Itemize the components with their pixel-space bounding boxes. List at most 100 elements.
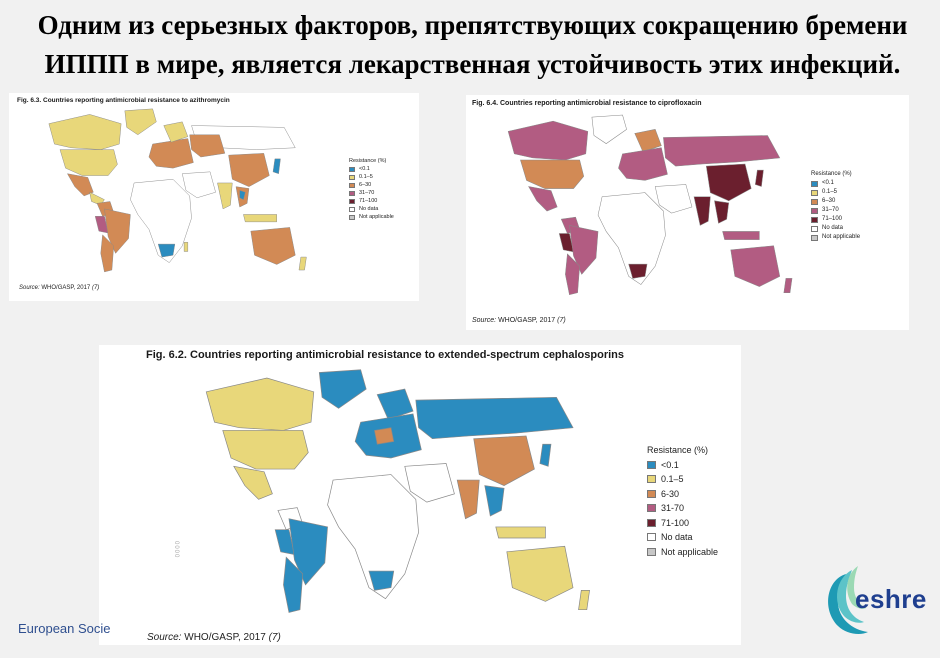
world-map [507, 114, 793, 296]
map-no-data-regions [130, 125, 296, 263]
region-russia [415, 396, 574, 440]
legend-item: 31–70 [349, 189, 394, 197]
world-map [48, 108, 307, 273]
legend-item: 71–100 [349, 197, 394, 205]
source-label: Source: [19, 285, 40, 291]
legend-item: 6–30 [811, 197, 860, 206]
region-europe [618, 147, 668, 181]
legend-item: 71–100 [811, 215, 860, 224]
legend-label: Not applicable [822, 234, 861, 240]
legend-swatch [811, 234, 818, 241]
region-usa [59, 149, 118, 176]
legend-label: 6–30 [359, 182, 372, 188]
legend-label: 0.1–5 [359, 174, 373, 180]
region-scandinavia [163, 121, 189, 143]
legend-item: Not applicable [349, 213, 394, 221]
region-thailand [239, 190, 246, 200]
region-brazil [288, 518, 328, 586]
legend-label: <0.1 [661, 459, 679, 470]
legend-title: Resistance (%) [647, 445, 709, 455]
legend-item: No data [811, 224, 860, 233]
figure-source: Source: WHO/GASP, 2017 (7) [472, 317, 566, 324]
legend-title: Resistance (%) [811, 171, 852, 177]
legend-item: 31–70 [811, 206, 860, 215]
region-south-africa [157, 243, 176, 258]
legend: Resistance (%) <0.1 0.1–5 6–30 31–70 71–… [349, 157, 394, 221]
map-colored-regions [205, 369, 590, 613]
region-russia [663, 135, 781, 167]
legend-swatch [647, 518, 656, 527]
legend-swatch [349, 214, 355, 220]
legend-item: <0.1 [811, 179, 860, 188]
region-india [693, 196, 711, 226]
legend-item: <0.1 [349, 165, 394, 173]
eshre-logo-icon [828, 566, 868, 634]
region-usa [222, 430, 309, 470]
legend-item: 31-70 [647, 501, 718, 516]
region-africa [327, 474, 419, 600]
legend-label: 0.1–5 [661, 474, 684, 484]
legend-label: 71–100 [359, 198, 378, 204]
legend-swatch [349, 206, 355, 212]
legend-item: 6-30 [647, 487, 718, 502]
headline-line-1: Одним из серьезных факторов, препятствую… [37, 10, 908, 40]
legend-label: No data [359, 206, 379, 212]
legend-item: 0.1–5 [647, 472, 718, 487]
region-china [473, 435, 535, 486]
region-china [228, 153, 270, 187]
figure-title: Fig. 6.3. Countries reporting antimicrob… [17, 97, 230, 104]
legend-label: 71-100 [661, 517, 690, 528]
legend-swatch [349, 166, 355, 172]
region-greenland [124, 108, 157, 136]
region-brazil [104, 208, 131, 254]
region-argentina [100, 234, 114, 273]
region-europe [148, 138, 194, 169]
region-mideast [654, 184, 693, 214]
map-colored-regions [507, 120, 793, 296]
legend-item: No data [647, 530, 718, 545]
region-africa [130, 179, 192, 263]
legend-item: 0.1–5 [349, 173, 394, 181]
region-brazil [569, 224, 599, 275]
region-japan [754, 169, 764, 187]
source-ref: (7) [91, 285, 100, 291]
region-greenland [591, 114, 627, 144]
legend: Resistance (%) <0.1 0.1–5 6-30 31-70 71-… [647, 443, 718, 559]
legend-label: 31–70 [822, 207, 839, 213]
region-indonesia [243, 214, 277, 223]
slide-headline: Одним из серьезных факторов, препятствую… [10, 6, 935, 84]
region-mexico [528, 186, 558, 212]
region-india [456, 479, 480, 520]
region-europe-central [374, 427, 395, 445]
legend-swatch [647, 547, 656, 556]
region-scandinavia [634, 129, 662, 153]
source-ref: (7) [268, 632, 281, 643]
legend-swatch [647, 489, 656, 498]
region-new-zealand [298, 256, 307, 271]
region-se-asia [714, 200, 730, 224]
footer-organization: European Socie [18, 621, 111, 636]
legend-title: Resistance (%) [349, 158, 387, 164]
figure-source: Source: WHO/GASP, 2017 (7) [19, 285, 99, 291]
map-colored-regions [48, 108, 307, 273]
legend-swatch [811, 207, 818, 214]
legend-label: Not applicable [661, 546, 719, 557]
region-australia [506, 545, 574, 602]
region-china [705, 163, 752, 202]
figure-source: Source: WHO/GASP, 2017 (7) [147, 632, 281, 643]
region-india [217, 182, 233, 210]
region-canada [507, 120, 589, 161]
legend-label: 31-70 [661, 503, 685, 513]
region-usa [520, 159, 585, 189]
legend-label: <0.1 [359, 166, 370, 172]
region-africa [597, 192, 666, 285]
map-no-data-regions [277, 463, 455, 600]
legend-label: 31–70 [359, 190, 375, 196]
figure-azithromycin: Fig. 6.3. Countries reporting antimicrob… [9, 93, 419, 301]
legend-swatch [811, 216, 818, 223]
region-new-zealand [783, 278, 793, 293]
legend-label: <0.1 [822, 180, 834, 186]
source-text: WHO/GASP, 2017 [41, 285, 91, 291]
region-mexico [66, 173, 94, 197]
source-label: Source: [472, 317, 497, 324]
